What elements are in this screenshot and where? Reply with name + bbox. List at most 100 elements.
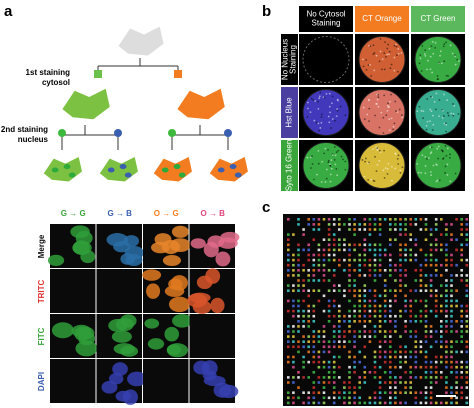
spot bbox=[317, 228, 321, 231]
spot bbox=[332, 376, 336, 379]
spot bbox=[404, 269, 407, 272]
spot bbox=[450, 223, 453, 226]
spot bbox=[424, 386, 428, 389]
spot bbox=[434, 218, 438, 221]
spot bbox=[460, 365, 463, 369]
spot bbox=[455, 350, 458, 354]
spot bbox=[389, 391, 392, 394]
spot bbox=[394, 218, 397, 221]
spot bbox=[394, 263, 397, 267]
spot bbox=[327, 376, 331, 379]
spot bbox=[302, 248, 305, 252]
speck bbox=[437, 157, 440, 160]
spot bbox=[419, 401, 423, 405]
speck bbox=[452, 114, 455, 117]
spot bbox=[358, 299, 361, 303]
speck bbox=[368, 107, 371, 110]
spot bbox=[332, 258, 336, 262]
spot bbox=[368, 263, 372, 267]
speck bbox=[430, 151, 433, 154]
spot bbox=[373, 365, 377, 369]
nucleus bbox=[161, 167, 169, 173]
speck bbox=[443, 115, 445, 117]
spot bbox=[332, 386, 336, 389]
speck bbox=[317, 100, 319, 103]
speck bbox=[383, 94, 386, 97]
spot bbox=[455, 274, 458, 277]
nucleus bbox=[68, 172, 76, 178]
spot bbox=[414, 391, 418, 394]
spot bbox=[383, 381, 387, 384]
speck bbox=[344, 168, 347, 171]
spot bbox=[394, 396, 397, 400]
spot bbox=[414, 218, 418, 221]
spot bbox=[465, 330, 469, 333]
cell-blob bbox=[215, 251, 231, 267]
speck bbox=[385, 55, 387, 58]
speck bbox=[457, 60, 460, 62]
spot bbox=[307, 350, 310, 354]
spot bbox=[455, 218, 458, 221]
spot bbox=[358, 350, 361, 354]
spot bbox=[460, 314, 463, 318]
speck bbox=[378, 149, 381, 152]
spot bbox=[353, 340, 356, 343]
speck bbox=[426, 98, 429, 100]
spot bbox=[424, 360, 428, 364]
spot bbox=[389, 274, 392, 277]
spot bbox=[373, 269, 377, 272]
cell-blob bbox=[75, 340, 98, 357]
speck bbox=[450, 112, 453, 115]
speck bbox=[443, 60, 446, 63]
spot bbox=[332, 360, 336, 364]
speck bbox=[397, 52, 400, 55]
spot bbox=[404, 299, 407, 303]
spot bbox=[363, 253, 367, 257]
spot bbox=[373, 243, 377, 247]
speck bbox=[330, 167, 333, 170]
spot bbox=[327, 269, 331, 272]
spot bbox=[399, 391, 402, 394]
spot bbox=[287, 360, 290, 364]
spot bbox=[348, 218, 351, 221]
speck bbox=[361, 159, 364, 161]
spot bbox=[378, 401, 382, 405]
spot bbox=[317, 223, 321, 226]
spot bbox=[419, 284, 423, 287]
spot bbox=[414, 289, 418, 292]
spot bbox=[317, 381, 321, 384]
spot bbox=[434, 263, 438, 267]
speck bbox=[427, 59, 429, 62]
spot bbox=[322, 325, 326, 328]
spot bbox=[409, 304, 412, 308]
spot bbox=[440, 325, 443, 328]
spot bbox=[465, 233, 469, 236]
speck bbox=[307, 107, 309, 110]
spot bbox=[424, 258, 428, 262]
speck bbox=[310, 167, 312, 169]
speck bbox=[381, 58, 384, 61]
spot bbox=[434, 365, 438, 369]
spot bbox=[434, 314, 438, 318]
spot bbox=[414, 330, 418, 333]
spot bbox=[440, 330, 443, 333]
speck bbox=[438, 61, 440, 64]
spot bbox=[414, 340, 418, 343]
spot bbox=[302, 284, 305, 287]
speck bbox=[318, 97, 321, 100]
spot bbox=[322, 345, 326, 349]
well bbox=[358, 142, 406, 189]
speck bbox=[393, 56, 396, 59]
speck bbox=[456, 58, 459, 61]
cell-blob bbox=[142, 269, 162, 281]
spot bbox=[307, 294, 310, 298]
spot bbox=[343, 391, 346, 394]
spot bbox=[424, 371, 428, 374]
spot bbox=[348, 314, 351, 318]
spot bbox=[302, 309, 305, 313]
spot bbox=[322, 386, 326, 389]
spot bbox=[332, 365, 336, 369]
spot bbox=[312, 258, 316, 262]
speck bbox=[367, 64, 370, 66]
spot bbox=[460, 233, 463, 236]
